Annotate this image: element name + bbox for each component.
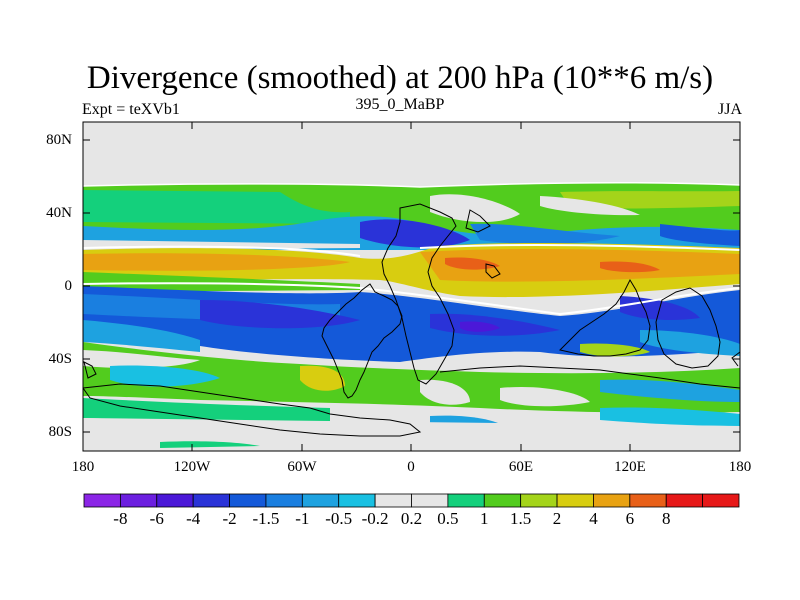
colorbar-box — [338, 493, 376, 508]
colorbar-label: 6 — [625, 509, 635, 528]
colorbar-box — [411, 493, 449, 508]
lat-label-0: 0 — [64, 278, 73, 294]
colorbar-label: -1 — [295, 509, 310, 528]
lat-label-40n: 40N — [46, 205, 72, 221]
colorbar-box — [265, 493, 303, 508]
colorbar-label: 1.5 — [510, 509, 532, 528]
run-label: 395_0_MaBP — [355, 96, 445, 113]
colorbar-label: 8 — [661, 509, 671, 528]
colorbar-box — [229, 493, 267, 508]
experiment-label: Expt = teXVb1 — [82, 101, 180, 118]
coastline-australia — [655, 287, 721, 369]
colorbar-box — [665, 493, 704, 508]
colorbar-label: -1.5 — [252, 509, 280, 528]
coastlines — [83, 203, 740, 437]
colorbar-label: -2 — [222, 509, 237, 528]
lon-label-60e: 60E — [508, 459, 534, 475]
colorbar-box — [556, 493, 594, 508]
colorbar-label: -6 — [149, 509, 164, 528]
colorbar-box — [702, 493, 740, 508]
colorbar-box — [593, 493, 631, 508]
lat-label-80s: 80S — [48, 424, 72, 440]
plot-title: Divergence (smoothed) at 200 hPa (10**6 … — [86, 60, 714, 96]
lat-label-40s: 40S — [48, 351, 72, 367]
lon-label-0: 0 — [407, 459, 415, 475]
colorbar-box — [156, 493, 194, 508]
colorbar-label: -8 — [113, 509, 128, 528]
colorbar-box — [192, 493, 230, 508]
colorbar-box — [447, 493, 485, 508]
colorbar-label: 0.5 — [437, 509, 459, 528]
lat-label-80n: 80N — [46, 132, 72, 148]
colorbar-label: 1 — [480, 509, 489, 528]
colorbar-label: 4 — [589, 509, 598, 528]
lon-label-60w: 60W — [287, 459, 317, 475]
colorbar-label: -0.5 — [325, 509, 353, 528]
lon-label-180w: 180 — [71, 459, 95, 475]
colorbar-box — [629, 493, 667, 508]
colorbar-box — [483, 493, 522, 508]
lon-label-180e: 180 — [728, 459, 752, 475]
colorbar-label: 0.2 — [400, 509, 423, 528]
colorbar — [83, 493, 740, 508]
coastline-south-america — [321, 283, 403, 399]
colorbar-label: 2 — [552, 509, 562, 528]
colorbar-label: -0.2 — [361, 509, 389, 528]
colorbar-box — [301, 493, 340, 508]
coastline-antarctica — [83, 383, 422, 437]
coastline-africa — [381, 203, 457, 385]
colorbar-box — [119, 493, 158, 508]
colorbar-label: -4 — [186, 509, 201, 528]
divergence-field — [83, 122, 740, 451]
colorbar-box — [83, 493, 121, 508]
colorbar-box — [374, 493, 412, 508]
tick-marks — [83, 122, 740, 451]
season-label: JJA — [717, 101, 742, 118]
coastline-maritime-asia — [559, 278, 651, 357]
lon-label-120e: 120E — [614, 459, 646, 475]
lon-label-120w: 120W — [173, 459, 211, 475]
colorbar-box — [520, 493, 558, 508]
